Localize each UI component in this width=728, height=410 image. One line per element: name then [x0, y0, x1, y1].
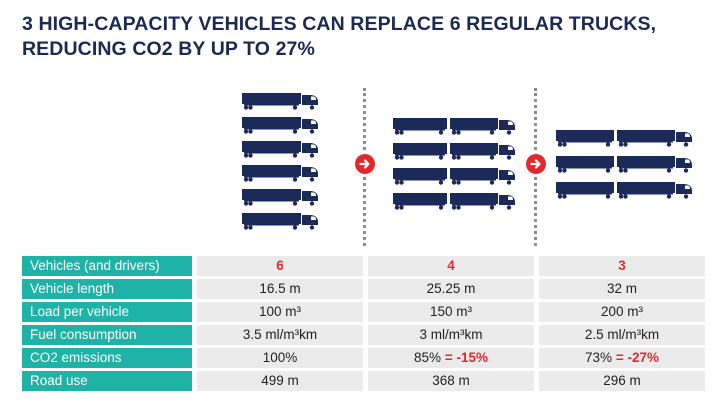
- high-capacity-truck-icon: [556, 182, 692, 199]
- row-label: Road use: [22, 371, 192, 391]
- table-cell: 6: [197, 256, 363, 276]
- table-cell: 100 m³: [197, 302, 363, 322]
- table-cell: 499 m: [197, 371, 363, 391]
- regular-truck-icon: [242, 213, 318, 230]
- co2-reduction-text: = -27%: [615, 350, 659, 365]
- title-line-2: REDUCING CO2 BY UP TO 27%: [22, 38, 315, 60]
- value-text: 85%: [414, 350, 442, 365]
- long-truck-icon: [393, 193, 515, 210]
- value-text: 2.5 ml/m³km: [584, 327, 660, 342]
- value-text: 150 m³: [429, 304, 473, 319]
- value-text: 100 m³: [258, 304, 302, 319]
- value-text: 3.5 ml/m³km: [242, 327, 318, 342]
- table-cell: 3: [539, 256, 705, 276]
- arrow-right-icon: [526, 154, 546, 174]
- value-text: 296 m: [603, 373, 641, 388]
- table-cell: 32 m: [539, 279, 705, 299]
- title-line-1: 3 HIGH-CAPACITY VEHICLES CAN REPLACE 6 R…: [22, 13, 657, 35]
- value-text: 16.5 m: [259, 281, 301, 296]
- table-cell: 3 ml/m³km: [368, 325, 534, 345]
- long-truck-icon: [393, 168, 515, 185]
- value-text: 3 ml/m³km: [419, 327, 483, 342]
- value-text: 6: [276, 258, 284, 273]
- table-cell: 25.25 m: [368, 279, 534, 299]
- table-cell: 73% = -27%: [539, 348, 705, 368]
- row-label: Vehicles (and drivers): [22, 256, 192, 276]
- value-text: 499 m: [261, 373, 299, 388]
- arrow-right-icon: [355, 154, 375, 174]
- high-capacity-truck-icon: [556, 156, 692, 173]
- table-cell: 150 m³: [368, 302, 534, 322]
- regular-truck-icon: [242, 93, 318, 110]
- long-truck-icon: [393, 143, 515, 160]
- value-text: 4: [447, 258, 455, 273]
- page-title: 3 HIGH-CAPACITY VEHICLES CAN REPLACE 6 R…: [22, 12, 656, 62]
- row-label: Fuel consumption: [22, 325, 192, 345]
- row-label: Load per vehicle: [22, 302, 192, 322]
- value-text: 200 m³: [600, 304, 644, 319]
- row-label: CO2 emissions: [22, 348, 192, 368]
- table-cell: 100%: [197, 348, 363, 368]
- high-capacity-truck-icon: [556, 130, 692, 147]
- value-text: 25.25 m: [426, 281, 476, 296]
- truck-comparison-illustration: [0, 80, 728, 250]
- table-cell: 3.5 ml/m³km: [197, 325, 363, 345]
- value-text: 100%: [262, 350, 298, 365]
- value-text: 3: [618, 258, 626, 273]
- regular-truck-icon: [242, 141, 318, 158]
- table-cell: 296 m: [539, 371, 705, 391]
- row-label: Vehicle length: [22, 279, 192, 299]
- table-cell: 368 m: [368, 371, 534, 391]
- co2-reduction-text: = -15%: [444, 350, 488, 365]
- table-cell: 85% = -15%: [368, 348, 534, 368]
- table-cell: 4: [368, 256, 534, 276]
- table-cell: 2.5 ml/m³km: [539, 325, 705, 345]
- value-text: 73%: [585, 350, 613, 365]
- regular-truck-icon: [242, 165, 318, 182]
- value-text: 368 m: [432, 373, 470, 388]
- value-text: 32 m: [606, 281, 637, 296]
- table-cell: 16.5 m: [197, 279, 363, 299]
- regular-truck-icon: [242, 189, 318, 206]
- regular-truck-icon: [242, 117, 318, 134]
- table-cell: 200 m³: [539, 302, 705, 322]
- long-truck-icon: [393, 118, 515, 135]
